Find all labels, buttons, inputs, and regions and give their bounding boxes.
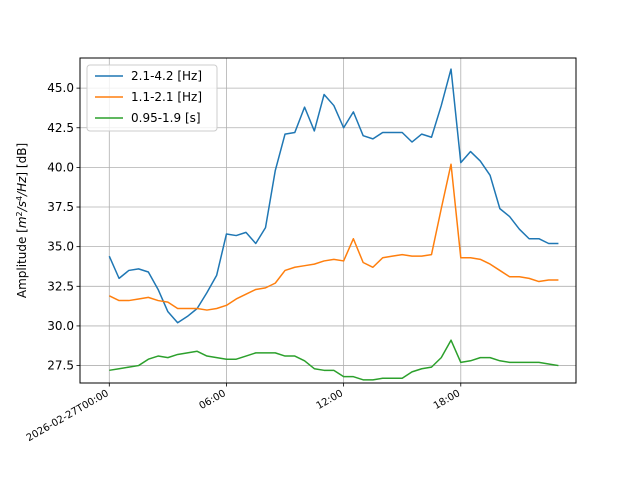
- axes-frame: [79, 57, 577, 384]
- legend-label-2: 1.1-2.1 [Hz]: [131, 90, 202, 104]
- y-axis: 27.5 30.0 32.5 35.0 37.5 40.0 42.5 45.0: [47, 81, 80, 373]
- y-tick-label: 30.0: [47, 319, 74, 333]
- legend-label-1: 2.1-4.2 [Hz]: [131, 69, 202, 83]
- series-line-2: [108, 163, 559, 311]
- series-line-1: [108, 68, 559, 324]
- y-tick-label: 42.5: [47, 121, 74, 135]
- y-tick-label: 45.0: [47, 81, 74, 95]
- y-tick-label: 40.0: [47, 160, 74, 174]
- legend-box: [86, 64, 218, 132]
- y-axis-label: Amplitude [m2/s4/Hz] [dB]: [15, 143, 30, 298]
- y-tick-label: 35.0: [47, 240, 74, 254]
- y-tick-label: 27.5: [47, 359, 74, 373]
- grid: [80, 58, 576, 383]
- legend-label-3: 0.95-1.9 [s]: [131, 111, 201, 125]
- legend: 2.1-4.2 [Hz] 1.1-2.1 [Hz] 0.95-1.9 [s]: [86, 64, 218, 132]
- y-tick-label: 37.5: [47, 200, 74, 214]
- y-tick-label: 32.5: [47, 279, 74, 293]
- series-layer: [108, 68, 559, 381]
- series-line-3: [109, 339, 559, 381]
